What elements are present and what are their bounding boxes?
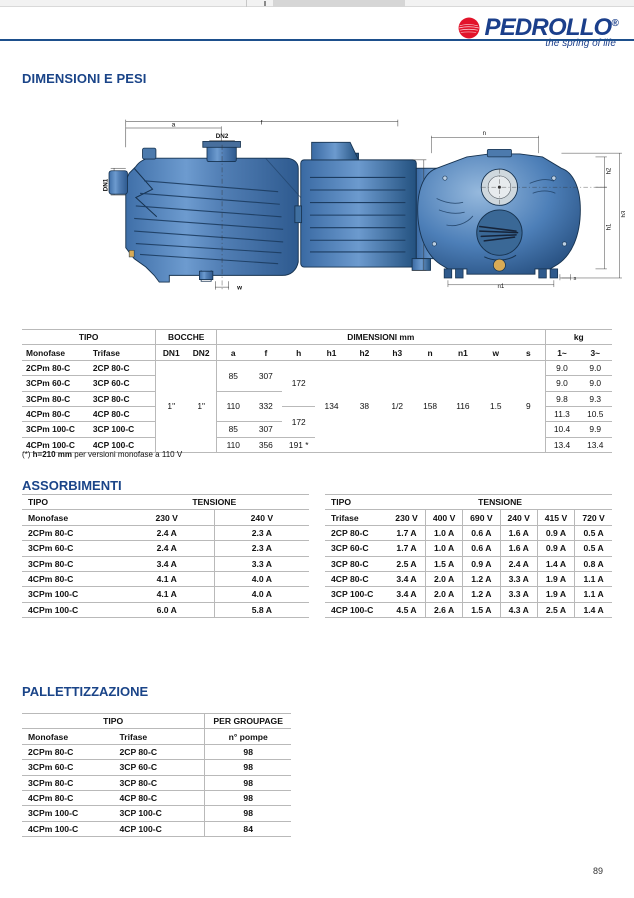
svg-text:h3: h3 [622, 210, 625, 217]
svg-text:h2: h2 [607, 167, 613, 174]
svg-text:f: f [260, 120, 262, 127]
svg-text:w: w [236, 285, 242, 292]
svg-text:n: n [483, 131, 486, 137]
svg-text:n1: n1 [498, 284, 505, 290]
svg-text:DN2: DN2 [216, 133, 229, 140]
svg-text:h1: h1 [607, 223, 613, 230]
svg-text:a: a [172, 121, 176, 128]
svg-text:DN1: DN1 [102, 178, 109, 191]
svg-text:s: s [574, 276, 577, 282]
